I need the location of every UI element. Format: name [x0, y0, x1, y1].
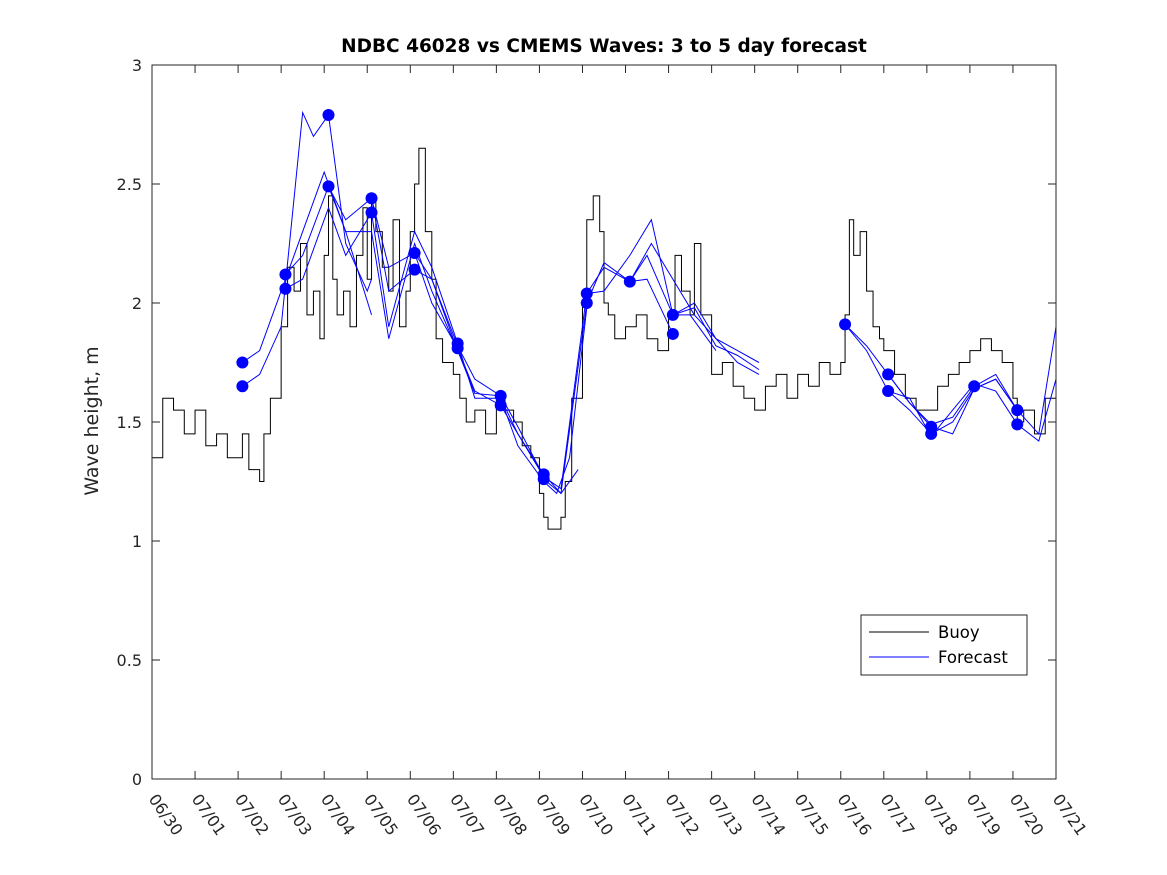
forecast-marker [494, 389, 507, 402]
forecast-line [629, 242, 760, 375]
forecast-marker [537, 473, 550, 486]
forecast-marker [666, 308, 679, 321]
y-tick-label: 0.5 [117, 651, 142, 670]
forecast-marker [365, 192, 378, 205]
forecast-marker [1011, 404, 1024, 417]
legend: Buoy Forecast [860, 614, 1028, 676]
forecast-line [457, 307, 588, 495]
forecast-marker [236, 380, 249, 393]
forecast-marker [408, 263, 421, 276]
y-tick-label: 1 [132, 532, 142, 551]
chart-title: NDBC 46028 vs CMEMS Waves: 3 to 5 day fo… [341, 36, 867, 57]
legend-box [860, 614, 1028, 676]
forecast-marker [279, 282, 292, 295]
forecast-marker [839, 318, 852, 331]
y-tick-label: 3 [132, 56, 142, 75]
forecast-marker [968, 380, 981, 393]
forecast-marker [322, 180, 335, 193]
forecast-marker [494, 399, 507, 412]
y-tick-label: 0 [132, 770, 142, 789]
forecast-marker [580, 287, 593, 300]
forecast-marker [451, 342, 464, 355]
legend-buoy-label: Buoy [938, 623, 980, 642]
forecast-marker [580, 297, 593, 309]
forecast-markers [236, 108, 1024, 486]
forecast-marker [236, 356, 249, 369]
legend-forecast-label: Forecast [938, 648, 1008, 667]
y-axis-label: Wave height, m [81, 346, 103, 495]
forecast-line [672, 302, 760, 363]
buoy-series [152, 147, 1056, 530]
y-tick-label: 2.5 [117, 175, 142, 194]
forecast-marker [365, 206, 378, 219]
forecast-marker [666, 327, 679, 340]
buoy-line [152, 147, 1056, 530]
forecast-marker [279, 268, 292, 281]
forecast-marker [882, 368, 895, 381]
forecast-marker [1011, 418, 1024, 431]
y-tick-label: 2 [132, 294, 142, 313]
forecast-marker [408, 247, 421, 260]
forecast-marker [882, 385, 895, 398]
forecast-marker [925, 427, 938, 440]
forecast-line [242, 110, 373, 387]
y-tick-label: 1.5 [117, 413, 142, 432]
forecast-marker [322, 108, 335, 121]
forecast-marker [623, 275, 636, 288]
